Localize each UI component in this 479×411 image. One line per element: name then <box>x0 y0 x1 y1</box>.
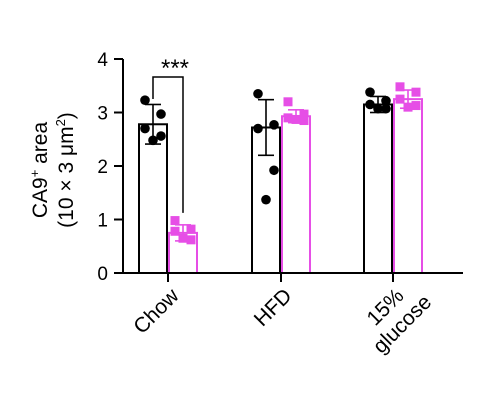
data-point <box>269 165 279 176</box>
data-point <box>186 235 196 245</box>
y-tick-label: 4 <box>97 50 108 71</box>
bar <box>363 103 393 274</box>
data-point <box>261 194 271 205</box>
data-point <box>170 226 180 236</box>
bar <box>393 98 423 274</box>
x-category-label-line: HFD <box>250 284 297 331</box>
y-axis-title: CA9+ area <box>27 122 52 219</box>
y-tick-label: 2 <box>97 157 108 178</box>
data-point <box>170 216 180 226</box>
data-point <box>411 87 421 97</box>
data-point <box>299 109 309 119</box>
data-point <box>156 131 166 141</box>
bar <box>138 123 168 274</box>
data-point <box>283 113 293 123</box>
significance-label: *** <box>161 55 189 82</box>
data-point <box>365 99 375 110</box>
data-point <box>140 123 150 134</box>
data-point <box>253 123 263 134</box>
data-point <box>283 97 293 107</box>
data-point <box>395 94 405 104</box>
y-tick-label: 0 <box>97 264 108 285</box>
data-point <box>186 224 196 234</box>
data-point <box>140 95 150 105</box>
data-point <box>381 103 391 114</box>
x-axis: Chow HFD 15%glucose <box>122 272 463 358</box>
x-category-label: Chow <box>129 284 184 339</box>
bars <box>138 89 423 275</box>
data-point <box>156 109 166 119</box>
data-point <box>178 233 188 243</box>
data-point <box>269 120 279 130</box>
data-point <box>411 101 421 111</box>
y-tick-label: 3 <box>97 104 108 125</box>
significance-annotation: *** <box>152 55 189 213</box>
data-point <box>381 95 391 106</box>
data-point <box>291 114 301 124</box>
data-point <box>299 116 309 126</box>
x-category-label: HFD <box>250 284 297 331</box>
data-point <box>403 102 413 112</box>
data-point <box>395 82 405 92</box>
x-category-label: 15%glucose <box>352 274 436 358</box>
data-point <box>365 87 375 97</box>
significance-bracket <box>152 76 184 213</box>
data-point <box>373 103 383 114</box>
data-point <box>253 88 263 99</box>
y-axis-unit: (10 × 3 μm2) <box>53 112 78 228</box>
bar <box>281 115 311 275</box>
data-points <box>140 82 421 245</box>
y-tick-label: 1 <box>97 211 108 232</box>
y-axis: 0 1 2 3 4 <box>97 50 124 285</box>
data-point <box>148 135 158 146</box>
x-category-label-line: Chow <box>129 284 184 339</box>
